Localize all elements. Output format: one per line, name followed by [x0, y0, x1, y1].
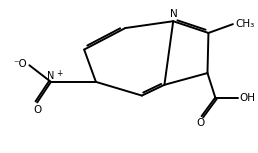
Text: +: + [56, 69, 62, 78]
Text: N: N [47, 71, 55, 81]
Text: N: N [170, 9, 178, 19]
Text: OH: OH [240, 93, 256, 103]
Text: CH₃: CH₃ [236, 19, 255, 29]
Text: O: O [197, 118, 205, 128]
Text: ⁻O: ⁻O [14, 59, 27, 69]
Text: O: O [33, 105, 41, 115]
